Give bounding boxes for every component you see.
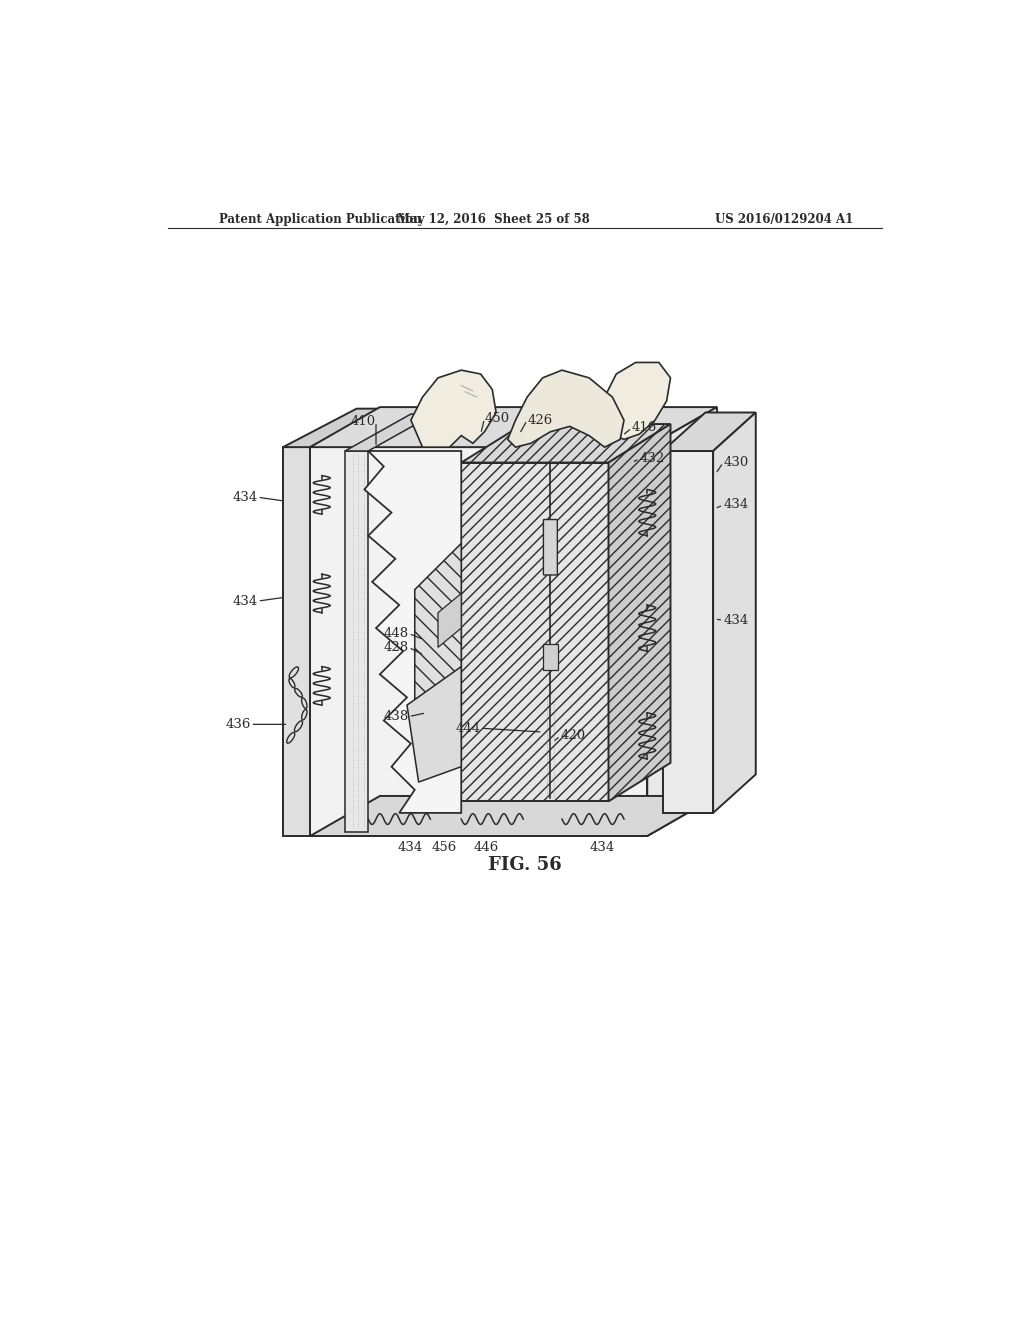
Text: 430: 430 (723, 455, 749, 469)
Text: 428: 428 (383, 640, 409, 653)
Text: 436: 436 (225, 718, 251, 731)
Polygon shape (411, 370, 496, 447)
Text: 434: 434 (590, 841, 615, 854)
Text: FIG. 56: FIG. 56 (487, 855, 562, 874)
Polygon shape (461, 462, 608, 801)
Polygon shape (608, 424, 671, 801)
Polygon shape (345, 414, 434, 451)
Text: May 12, 2016  Sheet 25 of 58: May 12, 2016 Sheet 25 of 58 (396, 213, 590, 226)
Text: 410: 410 (351, 416, 376, 428)
Polygon shape (663, 451, 713, 813)
Polygon shape (283, 447, 310, 836)
Text: 446: 446 (474, 841, 499, 854)
Text: 420: 420 (560, 730, 586, 742)
Polygon shape (345, 451, 369, 832)
Text: 416: 416 (632, 421, 657, 434)
Text: 434: 434 (723, 499, 749, 511)
Text: 426: 426 (527, 413, 552, 426)
Text: 438: 438 (383, 710, 409, 723)
Polygon shape (461, 424, 671, 462)
Text: 434: 434 (232, 594, 257, 607)
Text: 448: 448 (383, 627, 409, 640)
Text: US 2016/0129204 A1: US 2016/0129204 A1 (715, 213, 854, 226)
Polygon shape (508, 370, 624, 447)
Text: 434: 434 (397, 841, 423, 854)
Polygon shape (663, 412, 756, 451)
Polygon shape (365, 451, 461, 813)
Polygon shape (438, 594, 461, 647)
Text: 434: 434 (723, 614, 749, 627)
Bar (543, 644, 558, 671)
Text: 434: 434 (232, 491, 257, 504)
Polygon shape (310, 796, 717, 836)
Text: 450: 450 (484, 412, 510, 425)
Polygon shape (310, 407, 717, 447)
Text: 456: 456 (432, 841, 457, 854)
Text: 444: 444 (456, 722, 480, 735)
Text: 432: 432 (640, 453, 665, 465)
Polygon shape (415, 544, 461, 729)
FancyBboxPatch shape (544, 520, 557, 576)
Polygon shape (283, 409, 384, 447)
Polygon shape (593, 363, 671, 440)
Text: Patent Application Publication: Patent Application Publication (219, 213, 422, 226)
Polygon shape (647, 407, 717, 836)
Polygon shape (407, 667, 461, 781)
Polygon shape (713, 412, 756, 813)
Polygon shape (310, 447, 647, 836)
